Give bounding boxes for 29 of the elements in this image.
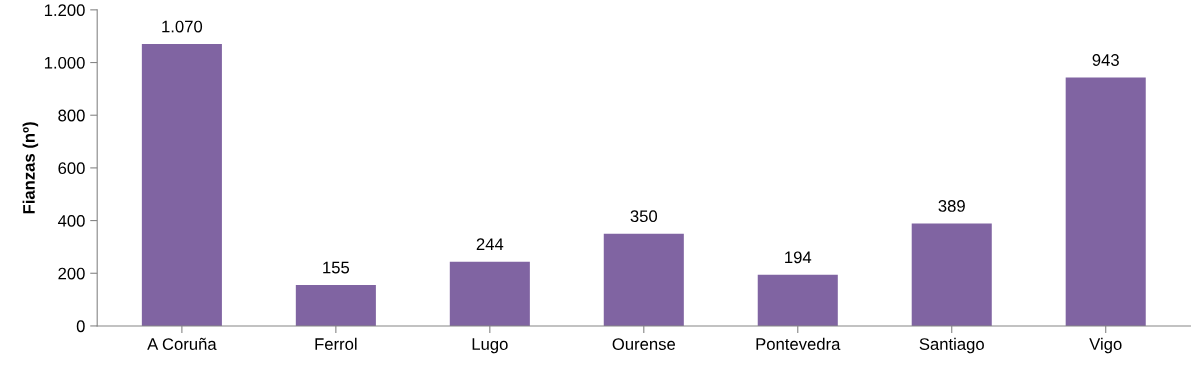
x-tick-label: Pontevedra bbox=[756, 337, 841, 350]
y-tick-label: 200 bbox=[58, 267, 85, 280]
data-label: 389 bbox=[938, 200, 965, 212]
y-tick-label: 400 bbox=[57, 214, 85, 227]
bar bbox=[449, 261, 530, 326]
data-label: 155 bbox=[323, 261, 350, 274]
bar bbox=[295, 285, 376, 326]
bar bbox=[141, 44, 222, 326]
x-tick-label: Ourense bbox=[612, 338, 676, 350]
data-label: 1.070 bbox=[162, 20, 203, 33]
x-tick-label: Vigo bbox=[1089, 337, 1122, 354]
x-tick-label: A Coruña bbox=[147, 337, 217, 350]
data-label: 244 bbox=[476, 238, 504, 250]
y-axis-title: Fianzas (nº) bbox=[22, 122, 39, 214]
x-tick-label: Santiago bbox=[919, 337, 984, 354]
bar bbox=[603, 233, 684, 326]
y-tick-label: 1.000 bbox=[44, 56, 85, 69]
x-tick-label: Ferrol bbox=[315, 337, 357, 350]
y-tick-label: 800 bbox=[58, 109, 85, 122]
bar bbox=[1065, 77, 1146, 326]
bar bbox=[911, 223, 992, 326]
data-label: 194 bbox=[785, 251, 812, 264]
bar bbox=[757, 274, 838, 326]
y-tick-label: 0 bbox=[76, 320, 85, 333]
data-label: 350 bbox=[630, 210, 658, 223]
data-label: 943 bbox=[1092, 54, 1119, 66]
x-tick-label: Lugo bbox=[472, 338, 508, 354]
y-tick-label: 600 bbox=[58, 162, 85, 175]
y-tick-label: 1.200 bbox=[44, 4, 85, 17]
